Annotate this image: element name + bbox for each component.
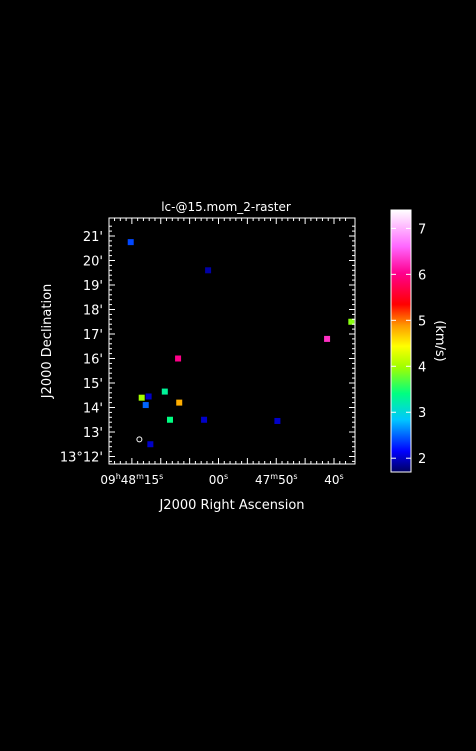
data-point <box>147 441 154 448</box>
data-points <box>127 239 355 448</box>
y-tick-label: 20' <box>83 255 103 270</box>
data-point <box>127 239 134 246</box>
x-axis-ticks: 09h48m15s 00s 47m50s 40s <box>100 218 347 487</box>
x-tick-label: 47m50s <box>255 472 298 487</box>
plot-frame <box>108 217 356 465</box>
data-point <box>201 416 208 423</box>
colorbar-tick-label: 4 <box>418 360 426 375</box>
colorbar-ticks: 2 3 4 5 6 7 <box>391 222 426 467</box>
y-tick-label: 17' <box>83 328 103 343</box>
x-tick-label: 09h48m15s <box>100 472 163 487</box>
colorbar-tick-label: 5 <box>418 314 426 329</box>
colorbar-tick-label: 3 <box>418 406 426 421</box>
x-tick-label: 40s <box>324 472 343 487</box>
y-tick-label: 15' <box>83 377 103 392</box>
data-point <box>145 393 152 400</box>
y-tick-label: 21' <box>83 230 103 245</box>
y-axis-ticks: 13°12' 13' 14' 15' 16' 17' 18' 19' 20' 21' <box>60 225 355 466</box>
y-tick-label: 18' <box>83 304 103 319</box>
x-tick-label: 00s <box>209 472 228 487</box>
beam-marker <box>136 436 143 443</box>
y-tick-label: 13' <box>83 426 103 441</box>
data-point <box>138 394 145 401</box>
y-tick-label: 14' <box>83 402 103 417</box>
colorbar <box>390 209 412 473</box>
data-point <box>161 388 168 395</box>
data-point <box>348 318 355 325</box>
y-axis-label: J2000 Declination <box>40 284 55 400</box>
data-point <box>324 335 331 342</box>
data-point <box>274 417 281 424</box>
x-axis-label: J2000 Right Ascension <box>158 498 304 513</box>
colorbar-tick-label: 7 <box>418 222 426 237</box>
colorbar-label: (km/s) <box>432 320 447 362</box>
y-tick-label: 16' <box>83 353 103 368</box>
data-point <box>142 402 149 409</box>
colorbar-tick-label: 6 <box>418 268 426 283</box>
y-tick-label: 19' <box>83 279 103 294</box>
y-tick-label: 13°12' <box>60 451 103 466</box>
data-point <box>166 416 173 423</box>
data-point <box>205 267 212 274</box>
data-point <box>175 355 182 362</box>
chart-title: lc-@15.mom_2-raster <box>161 200 291 214</box>
colorbar-tick-label: 2 <box>418 452 426 467</box>
data-point <box>176 399 183 406</box>
